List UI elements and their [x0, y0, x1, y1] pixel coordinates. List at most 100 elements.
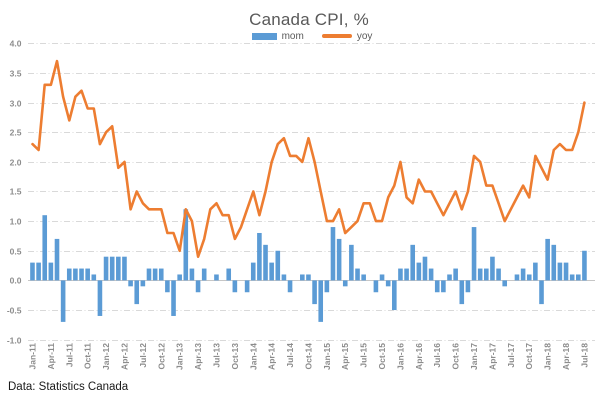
mom-bar: [128, 280, 133, 287]
legend-item-mom[interactable]: mom: [251, 30, 304, 42]
mom-bar: [134, 280, 140, 305]
mom-bar: [545, 238, 550, 281]
x-tick-label: Apr-15: [340, 343, 350, 370]
mom-bar: [48, 262, 54, 281]
mom-bar: [471, 227, 477, 281]
x-tick-label: Apr-18: [561, 343, 571, 370]
bar-swatch-icon: [251, 32, 277, 40]
chart-title: Canada CPI, %: [249, 10, 369, 29]
x-tick-label: Oct-14: [304, 343, 314, 370]
mom-bar: [520, 268, 526, 281]
mom-bar: [385, 280, 391, 287]
legend-label-mom: mom: [281, 30, 304, 42]
mom-bar: [576, 274, 581, 281]
mom-bar: [91, 274, 97, 281]
mom-bar: [484, 268, 489, 281]
mom-bar: [373, 280, 379, 293]
mom-bar: [330, 227, 336, 281]
x-tick-label: Jul-16: [432, 343, 442, 368]
x-tick-label: Oct-13: [230, 343, 240, 370]
x-tick-label: Jan-13: [175, 343, 185, 370]
mom-bar: [103, 256, 109, 281]
mom-bar: [97, 280, 103, 316]
mom-bar: [342, 280, 348, 287]
mom-bar: [257, 232, 262, 281]
mom-bar: [158, 268, 164, 281]
x-tick-label: Jan-18: [543, 343, 553, 370]
mom-bar: [201, 268, 207, 281]
y-tick-label: 0.5: [10, 247, 22, 257]
mom-bar: [189, 268, 195, 281]
y-tick-label: -1.0: [7, 336, 22, 346]
mom-bar: [250, 262, 256, 281]
x-tick-label: Jul-11: [64, 343, 74, 367]
x-tick-label: Jul-12: [138, 343, 148, 368]
y-tick-label: 0.0: [10, 276, 22, 286]
mom-bar: [85, 268, 90, 281]
mom-bar: [392, 280, 397, 311]
x-tick-label: Jul-18: [579, 343, 589, 368]
mom-bar: [404, 268, 409, 281]
mom-bar: [502, 280, 508, 287]
mom-bar: [281, 274, 287, 281]
mom-bar: [434, 280, 440, 293]
mom-bar: [232, 280, 238, 293]
mom-bar: [428, 268, 434, 281]
y-tick-label: 2.0: [10, 158, 22, 168]
y-tick-label: -0.5: [7, 306, 22, 316]
x-tick-label: Jan-14: [248, 343, 258, 370]
x-tick-label: Oct-12: [156, 343, 166, 370]
mom-bar: [140, 280, 146, 287]
mom-bar: [122, 256, 127, 281]
x-tick-label: Jul-13: [212, 343, 222, 368]
x-tick-label: Jul-15: [359, 343, 369, 368]
mom-bar: [116, 256, 121, 281]
mom-bar: [165, 280, 170, 293]
x-tick-label: Apr-11: [46, 343, 56, 370]
x-tick-label: Jan-15: [322, 343, 332, 370]
chart-legend: mom yoy: [24, 30, 600, 42]
x-tick-label: Apr-12: [120, 343, 130, 370]
mom-bar: [453, 268, 458, 281]
legend-item-yoy[interactable]: yoy: [321, 31, 372, 42]
mom-bar: [171, 280, 176, 316]
mom-bar: [30, 262, 35, 281]
mom-bar: [269, 262, 274, 281]
mom-bar: [183, 209, 189, 281]
mom-bar: [306, 274, 311, 281]
mom-bar: [514, 274, 520, 281]
mom-bar: [459, 280, 465, 305]
mom-bar: [410, 244, 416, 281]
yoy-line: [31, 59, 586, 259]
x-tick-label: Jan-17: [469, 343, 479, 370]
mom-bar: [557, 262, 563, 281]
mom-bar: [109, 256, 115, 281]
mom-bar: [226, 268, 232, 281]
mom-bar: [152, 268, 158, 281]
mom-bar: [551, 244, 557, 281]
x-tick-label: Apr-14: [267, 343, 277, 370]
mom-bar: [361, 274, 366, 281]
mom-bar: [349, 244, 354, 281]
x-tick-label: Jul-17: [506, 343, 516, 368]
mom-bar: [416, 262, 422, 281]
mom-bar: [336, 238, 342, 281]
mom-bar: [422, 256, 428, 281]
mom-bar: [379, 274, 385, 281]
mom-bar: [312, 280, 317, 305]
mom-bar: [146, 268, 152, 281]
mom-bar: [73, 268, 78, 281]
y-tick-label: 2.5: [10, 128, 22, 138]
y-tick-label: 3.0: [10, 99, 22, 109]
x-tick-label: Oct-11: [83, 343, 93, 369]
mom-bar: [398, 268, 403, 281]
mom-bar: [526, 274, 532, 281]
mom-bar: [36, 262, 41, 281]
mom-bar: [465, 280, 471, 293]
x-tick-label: Jan-12: [101, 343, 111, 370]
y-tick-label: 1.5: [10, 187, 22, 197]
mom-bar: [318, 280, 324, 322]
mom-bar: [79, 268, 84, 281]
